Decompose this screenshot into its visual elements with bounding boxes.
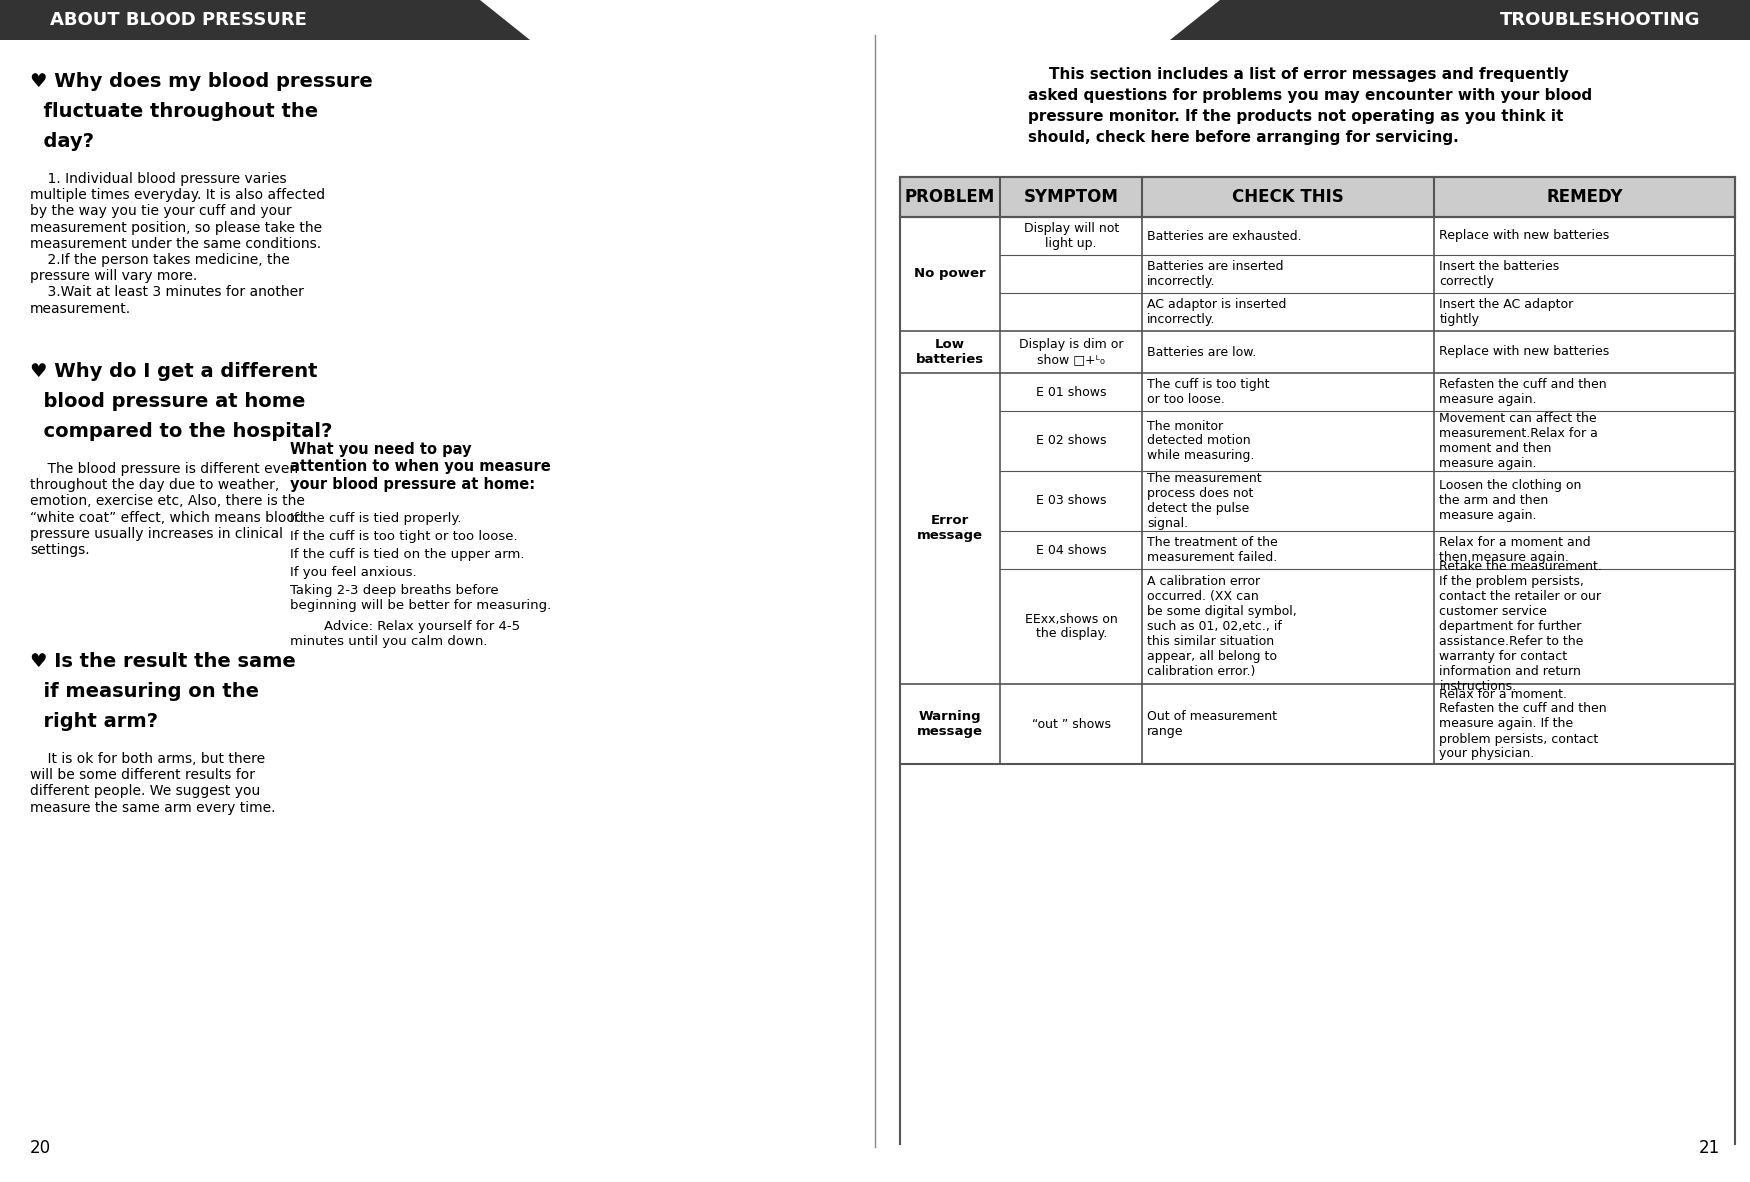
Text: E 01 shows: E 01 shows: [1036, 385, 1106, 398]
Text: Relax for a moment and
then measure again.: Relax for a moment and then measure agai…: [1440, 535, 1591, 564]
Text: The treatment of the
measurement failed.: The treatment of the measurement failed.: [1148, 535, 1278, 564]
Text: Loosen the clothing on
the arm and then
measure again.: Loosen the clothing on the arm and then …: [1440, 480, 1582, 522]
Text: Advice: Relax yourself for 4-5
minutes until you calm down.: Advice: Relax yourself for 4-5 minutes u…: [290, 621, 520, 648]
Text: Warning
message: Warning message: [917, 710, 984, 738]
Text: The monitor
detected motion
while measuring.: The monitor detected motion while measur…: [1148, 420, 1255, 462]
Text: Out of measurement
range: Out of measurement range: [1148, 710, 1278, 738]
Text: What you need to pay
attention to when you measure
your blood pressure at home:: What you need to pay attention to when y…: [290, 442, 551, 492]
Text: E 03 shows: E 03 shows: [1036, 494, 1106, 507]
Text: The blood pressure is different even
throughout the day due to weather,
emotion,: The blood pressure is different even thr…: [30, 462, 304, 557]
Text: ABOUT BLOOD PRESSURE: ABOUT BLOOD PRESSURE: [51, 11, 306, 30]
Text: compared to the hospital?: compared to the hospital?: [30, 422, 332, 441]
Text: Replace with new batteries: Replace with new batteries: [1440, 229, 1610, 242]
Text: 21: 21: [1699, 1139, 1720, 1157]
Polygon shape: [1171, 0, 1750, 40]
Text: EExx,shows on
the display.: EExx,shows on the display.: [1026, 612, 1118, 641]
Text: If you feel anxious.: If you feel anxious.: [290, 566, 416, 579]
Text: fluctuate throughout the: fluctuate throughout the: [30, 102, 318, 121]
Text: The cuff is too tight
or too loose.: The cuff is too tight or too loose.: [1148, 378, 1270, 405]
Text: Batteries are inserted
incorrectly.: Batteries are inserted incorrectly.: [1148, 260, 1284, 288]
Text: No power: No power: [914, 267, 985, 280]
Text: ♥ Why does my blood pressure: ♥ Why does my blood pressure: [30, 72, 373, 91]
Text: Insert the batteries
correctly: Insert the batteries correctly: [1440, 260, 1559, 288]
Text: E 04 shows: E 04 shows: [1036, 544, 1106, 557]
Text: blood pressure at home: blood pressure at home: [30, 392, 306, 411]
Text: A calibration error
occurred. (XX can
be some digital symbol,
such as 01, 02,etc: A calibration error occurred. (XX can be…: [1148, 574, 1297, 678]
Text: E 02 shows: E 02 shows: [1036, 435, 1106, 448]
Text: if measuring on the: if measuring on the: [30, 682, 259, 701]
Text: This section includes a list of error messages and frequently
asked questions fo: This section includes a list of error me…: [1027, 67, 1592, 145]
Text: “out ” shows: “out ” shows: [1032, 717, 1111, 730]
Polygon shape: [0, 0, 530, 40]
Text: SYMPTOM: SYMPTOM: [1024, 188, 1118, 206]
Text: It is ok for both arms, but there
will be some different results for
different p: It is ok for both arms, but there will b…: [30, 752, 275, 814]
FancyBboxPatch shape: [900, 177, 1734, 217]
Text: The measurement
process does not
detect the pulse
signal.: The measurement process does not detect …: [1148, 472, 1262, 530]
Text: ♥ Why do I get a different: ♥ Why do I get a different: [30, 362, 317, 381]
Text: day?: day?: [30, 132, 94, 151]
Text: Display will not
light up.: Display will not light up.: [1024, 222, 1118, 251]
Text: Retake the measurement.
If the problem persists,
contact the retailer or our
cus: Retake the measurement. If the problem p…: [1440, 560, 1603, 693]
Text: Refasten the cuff and then
measure again.: Refasten the cuff and then measure again…: [1440, 378, 1607, 405]
Text: Taking 2-3 deep breaths before
beginning will be better for measuring.: Taking 2-3 deep breaths before beginning…: [290, 584, 551, 612]
Text: If the cuff is too tight or too loose.: If the cuff is too tight or too loose.: [290, 530, 518, 543]
Text: Relax for a moment.
Refasten the cuff and then
measure again. If the
problem per: Relax for a moment. Refasten the cuff an…: [1440, 688, 1607, 760]
Text: If the cuff is tied on the upper arm.: If the cuff is tied on the upper arm.: [290, 548, 525, 561]
Text: Error
message: Error message: [917, 514, 984, 543]
Text: CHECK THIS: CHECK THIS: [1232, 188, 1344, 206]
Text: ♥ Is the result the same: ♥ Is the result the same: [30, 652, 296, 671]
Text: Movement can affect the
measurement.Relax for a
moment and then
measure again.: Movement can affect the measurement.Rela…: [1440, 413, 1598, 470]
Text: AC adaptor is inserted
incorrectly.: AC adaptor is inserted incorrectly.: [1148, 298, 1286, 326]
Text: Batteries are exhausted.: Batteries are exhausted.: [1148, 229, 1302, 242]
Text: Replace with new batteries: Replace with new batteries: [1440, 345, 1610, 358]
Text: Low
batteries: Low batteries: [915, 338, 984, 366]
Text: Batteries are low.: Batteries are low.: [1148, 345, 1256, 358]
Text: REMEDY: REMEDY: [1547, 188, 1622, 206]
Text: PROBLEM: PROBLEM: [905, 188, 996, 206]
Text: Display is dim or
show □+ᴸ₀: Display is dim or show □+ᴸ₀: [1018, 338, 1124, 366]
Text: Insert the AC adaptor
tightly: Insert the AC adaptor tightly: [1440, 298, 1573, 326]
Text: If the cuff is tied properly.: If the cuff is tied properly.: [290, 512, 462, 525]
Text: 20: 20: [30, 1139, 51, 1157]
Text: 1. Individual blood pressure varies
multiple times everyday. It is also affected: 1. Individual blood pressure varies mult…: [30, 173, 325, 316]
Text: right arm?: right arm?: [30, 712, 158, 730]
Text: TROUBLESHOOTING: TROUBLESHOOTING: [1500, 11, 1699, 30]
